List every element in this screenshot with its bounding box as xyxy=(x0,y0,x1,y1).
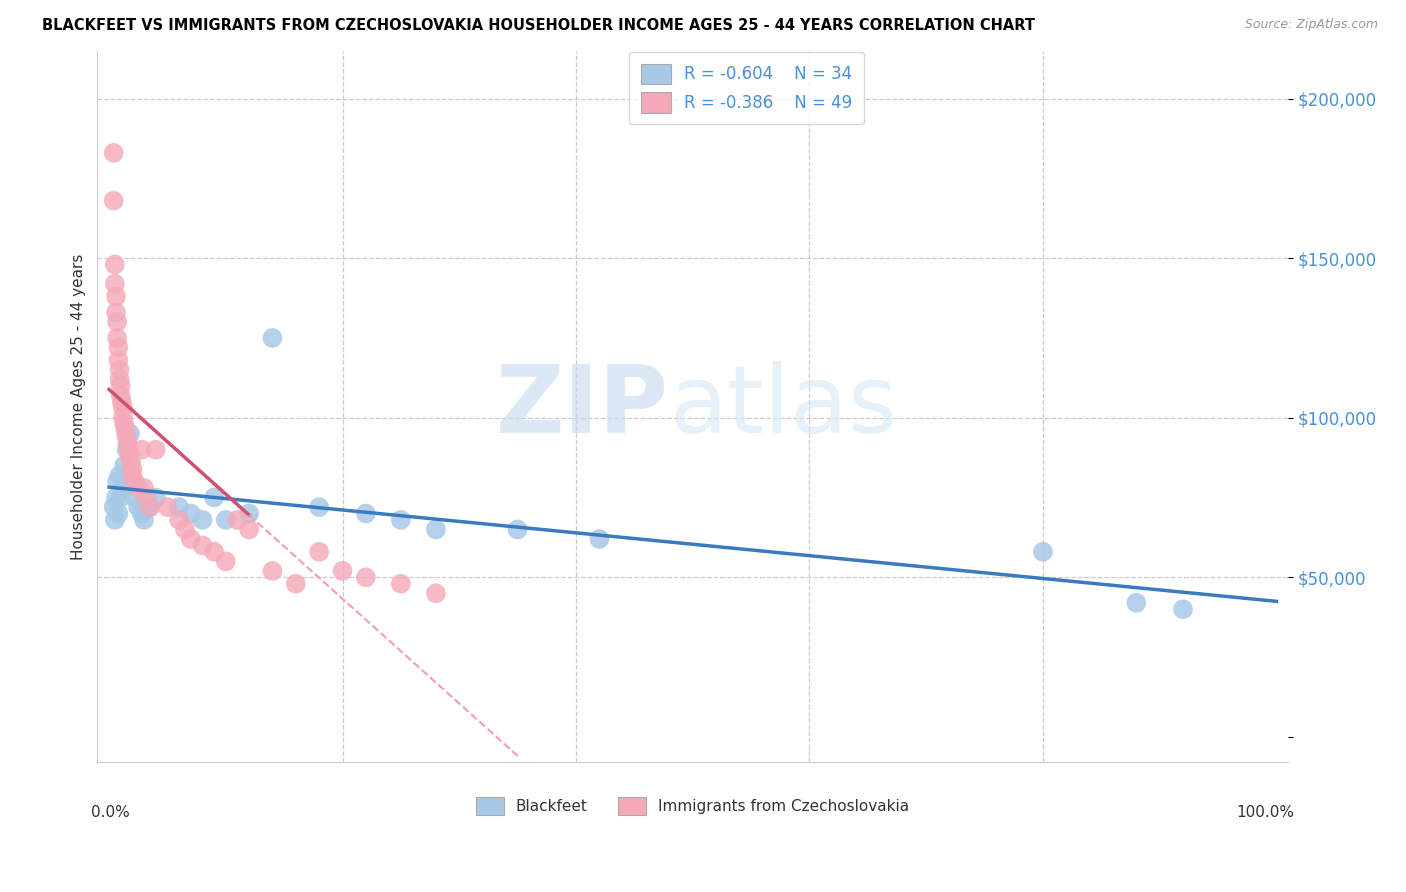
Legend: Blackfeet, Immigrants from Czechoslovakia: Blackfeet, Immigrants from Czechoslovaki… xyxy=(465,786,920,826)
Point xyxy=(389,576,412,591)
Point xyxy=(127,481,149,495)
Point xyxy=(110,491,132,505)
Point xyxy=(104,277,127,291)
Point xyxy=(105,475,128,489)
Point xyxy=(332,564,354,578)
Point xyxy=(115,442,138,457)
Point xyxy=(105,491,128,505)
Point xyxy=(124,475,146,489)
Point xyxy=(107,507,129,521)
Point xyxy=(191,538,214,552)
Point xyxy=(105,331,128,345)
Point xyxy=(139,500,162,514)
Point xyxy=(117,436,139,450)
Point xyxy=(110,388,132,402)
Point xyxy=(308,500,330,514)
Point xyxy=(1125,596,1147,610)
Point xyxy=(145,491,167,505)
Point xyxy=(131,507,153,521)
Point xyxy=(262,564,284,578)
Point xyxy=(284,576,307,591)
Point xyxy=(180,532,202,546)
Point xyxy=(114,424,136,438)
Point xyxy=(238,523,260,537)
Point xyxy=(132,513,155,527)
Point xyxy=(105,305,128,319)
Point xyxy=(226,513,249,527)
Point xyxy=(112,458,135,473)
Point xyxy=(104,258,127,272)
Point xyxy=(135,491,157,505)
Point xyxy=(103,500,125,514)
Point xyxy=(1032,545,1054,559)
Point xyxy=(105,289,128,303)
Point xyxy=(145,442,167,457)
Point xyxy=(112,401,135,416)
Point xyxy=(105,315,128,329)
Point xyxy=(112,417,135,431)
Point xyxy=(308,545,330,559)
Point xyxy=(108,363,131,377)
Point xyxy=(156,500,179,514)
Point xyxy=(215,513,238,527)
Y-axis label: Householder Income Ages 25 - 44 years: Householder Income Ages 25 - 44 years xyxy=(72,253,86,560)
Point xyxy=(167,513,190,527)
Point xyxy=(107,353,129,368)
Point xyxy=(118,449,141,463)
Point xyxy=(1171,602,1194,616)
Point xyxy=(112,410,135,425)
Point xyxy=(108,468,131,483)
Text: ZIP: ZIP xyxy=(496,360,669,452)
Point xyxy=(118,426,141,441)
Point xyxy=(103,145,125,160)
Point xyxy=(110,379,132,393)
Text: Source: ZipAtlas.com: Source: ZipAtlas.com xyxy=(1244,18,1378,31)
Point xyxy=(588,532,610,546)
Point xyxy=(202,545,225,559)
Point xyxy=(139,500,162,514)
Point xyxy=(111,394,134,409)
Point xyxy=(121,468,143,483)
Point xyxy=(127,500,149,514)
Point xyxy=(167,500,190,514)
Point xyxy=(238,507,260,521)
Text: atlas: atlas xyxy=(669,360,897,452)
Point xyxy=(118,442,141,457)
Point xyxy=(103,194,125,208)
Point xyxy=(120,455,142,469)
Point xyxy=(121,462,143,476)
Point xyxy=(425,586,447,600)
Point xyxy=(354,570,377,584)
Point xyxy=(174,523,197,537)
Point xyxy=(215,554,238,568)
Point xyxy=(108,372,131,386)
Point xyxy=(262,331,284,345)
Text: 100.0%: 100.0% xyxy=(1236,805,1294,820)
Point xyxy=(506,523,529,537)
Point xyxy=(107,341,129,355)
Point xyxy=(121,475,143,489)
Point xyxy=(389,513,412,527)
Point xyxy=(104,513,127,527)
Point xyxy=(115,430,138,444)
Point xyxy=(202,491,225,505)
Point xyxy=(112,481,135,495)
Text: BLACKFEET VS IMMIGRANTS FROM CZECHOSLOVAKIA HOUSEHOLDER INCOME AGES 25 - 44 YEAR: BLACKFEET VS IMMIGRANTS FROM CZECHOSLOVA… xyxy=(42,18,1035,33)
Point xyxy=(425,523,447,537)
Text: 0.0%: 0.0% xyxy=(91,805,131,820)
Point xyxy=(191,513,214,527)
Point xyxy=(354,507,377,521)
Point xyxy=(132,481,155,495)
Point xyxy=(131,442,153,457)
Point xyxy=(124,491,146,505)
Point xyxy=(180,507,202,521)
